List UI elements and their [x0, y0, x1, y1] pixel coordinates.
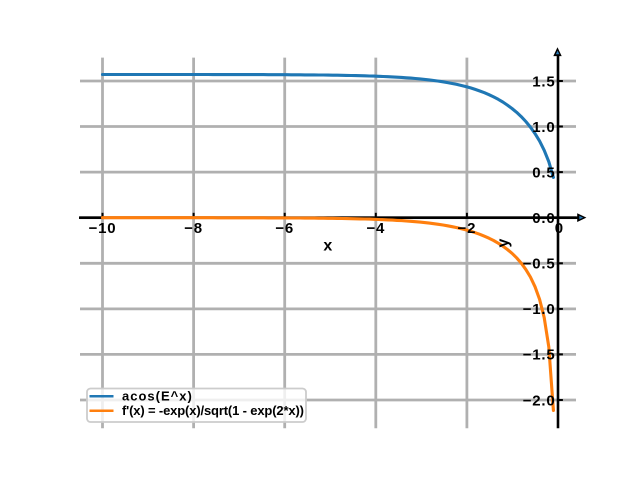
svg-text:−10: −10 — [89, 220, 117, 237]
svg-text:−0.5: −0.5 — [523, 256, 556, 273]
svg-text:−4: −4 — [366, 220, 385, 237]
svg-text:−8: −8 — [184, 220, 203, 237]
svg-text:acos(E^x): acos(E^x) — [122, 389, 193, 404]
svg-text:f'(x) = -exp(x)/sqrt(1 - exp(2: f'(x) = -exp(x)/sqrt(1 - exp(2*x)) — [122, 403, 304, 418]
svg-text:0: 0 — [555, 220, 564, 237]
svg-text:−6: −6 — [275, 220, 294, 237]
svg-text:0.5: 0.5 — [532, 164, 555, 181]
svg-text:1.5: 1.5 — [532, 73, 555, 90]
svg-text:−1.5: −1.5 — [523, 347, 556, 364]
svg-text:−1.0: −1.0 — [523, 301, 556, 318]
svg-text:1.0: 1.0 — [532, 119, 555, 136]
svg-text:−2: −2 — [458, 220, 477, 237]
svg-text:−2.0: −2.0 — [523, 392, 556, 409]
svg-text:x: x — [323, 238, 332, 255]
svg-text:0.0: 0.0 — [532, 210, 555, 227]
svg-text:y: y — [495, 238, 512, 247]
